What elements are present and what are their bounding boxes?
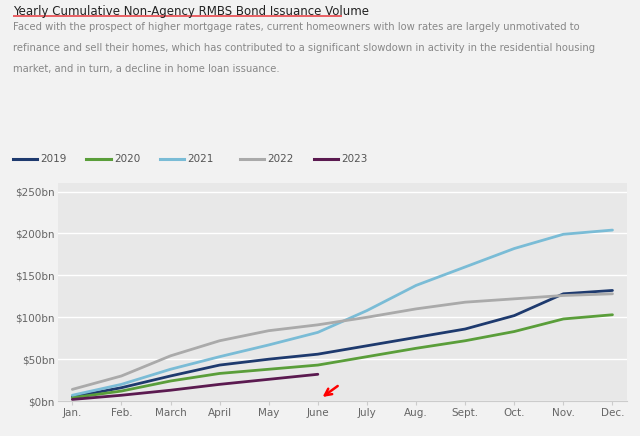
Text: 2022: 2022	[268, 154, 294, 164]
Text: market, and in turn, a decline in home loan issuance.: market, and in turn, a decline in home l…	[13, 64, 280, 74]
Text: 2021: 2021	[188, 154, 214, 164]
Text: Faced with the prospect of higher mortgage rates, current homeowners with low ra: Faced with the prospect of higher mortga…	[13, 22, 579, 32]
Text: 2020: 2020	[114, 154, 140, 164]
Text: 2023: 2023	[341, 154, 367, 164]
Text: Yearly Cumulative Non-Agency RMBS Bond Issuance Volume: Yearly Cumulative Non-Agency RMBS Bond I…	[13, 5, 369, 18]
Text: refinance and sell their homes, which has contributed to a significant slowdown : refinance and sell their homes, which ha…	[13, 43, 595, 53]
Text: 2019: 2019	[40, 154, 67, 164]
